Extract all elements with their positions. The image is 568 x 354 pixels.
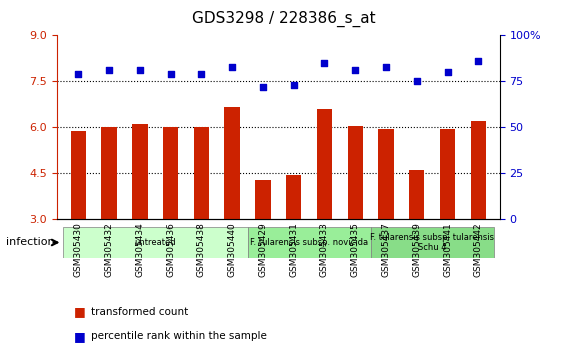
Text: infection: infection [6,238,55,247]
Text: F. tularensis subsp. tularensis
Schu 4: F. tularensis subsp. tularensis Schu 4 [370,233,494,252]
Bar [348,126,363,219]
Point [412,79,421,84]
Point [474,58,483,64]
Text: untreated: untreated [135,238,176,247]
Point [289,82,298,88]
FancyBboxPatch shape [370,227,494,258]
Point [258,84,268,90]
Point [135,68,144,73]
Bar [440,129,455,219]
Point [105,68,114,73]
Bar [471,121,486,219]
Text: ■: ■ [74,330,86,343]
Point [443,69,452,75]
Bar [317,109,332,219]
Bar [255,179,270,219]
FancyBboxPatch shape [248,227,370,258]
Bar [378,129,394,219]
Point [228,64,237,69]
Text: transformed count: transformed count [91,307,188,316]
Bar [409,170,424,219]
Bar [70,131,86,219]
Text: GDS3298 / 228386_s_at: GDS3298 / 228386_s_at [192,11,376,27]
Bar [163,127,178,219]
Point [197,71,206,77]
FancyBboxPatch shape [63,227,248,258]
Point [382,64,391,69]
Point [320,60,329,66]
Bar [224,108,240,219]
Point [350,68,360,73]
Bar [194,127,209,219]
Text: F. tularensis subsp. novicida: F. tularensis subsp. novicida [250,238,368,247]
Point [166,71,175,77]
Text: percentile rank within the sample: percentile rank within the sample [91,331,267,341]
Bar [102,127,117,219]
Text: ■: ■ [74,305,86,318]
Point [74,71,83,77]
Bar [132,124,148,219]
Bar [286,175,302,219]
